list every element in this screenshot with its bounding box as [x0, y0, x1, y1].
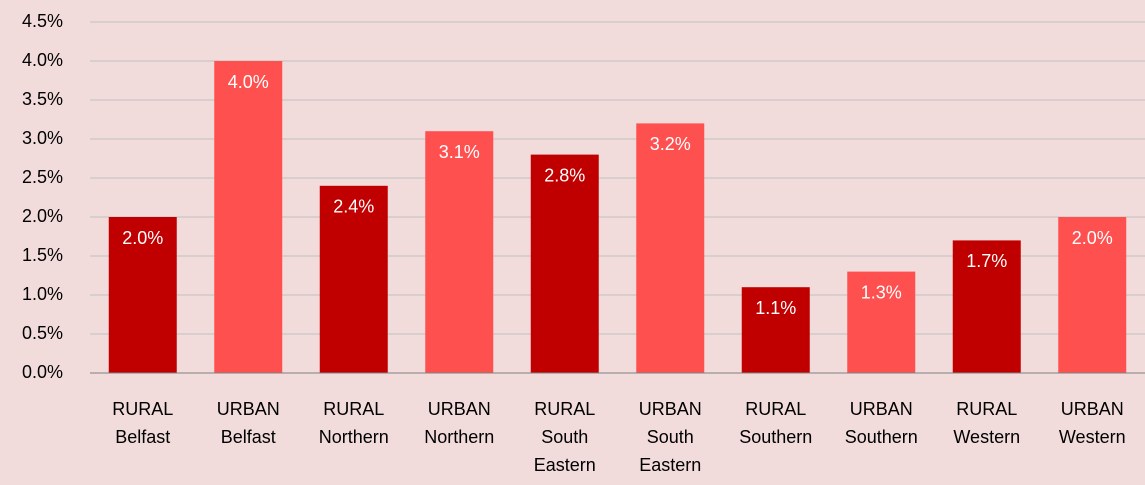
- x-tick-label: URBAN: [428, 399, 491, 419]
- y-tick-label: 3.0%: [22, 128, 63, 148]
- x-tick-label: RURAL: [745, 399, 806, 419]
- x-tick-label: Eastern: [639, 455, 701, 475]
- y-tick-label: 1.5%: [22, 245, 63, 265]
- bar: [425, 131, 494, 373]
- data-label: 3.1%: [439, 142, 480, 162]
- x-tick-label: URBAN: [217, 399, 280, 419]
- x-tick-label: Eastern: [534, 455, 596, 475]
- x-tick-label: RURAL: [112, 399, 173, 419]
- x-tick-label: RURAL: [534, 399, 595, 419]
- x-tick-label: Western: [953, 427, 1020, 447]
- data-label: 2.8%: [544, 165, 585, 185]
- bar: [952, 240, 1021, 373]
- x-tick-label: Southern: [739, 427, 812, 447]
- y-tick-label: 2.5%: [22, 167, 63, 187]
- bar: [847, 271, 916, 373]
- y-tick-label: 2.0%: [22, 206, 63, 226]
- data-label: 1.3%: [861, 282, 902, 302]
- x-tick-label: URBAN: [1061, 399, 1124, 419]
- data-label: 4.0%: [228, 72, 269, 92]
- bar: [530, 154, 599, 373]
- x-tick-label: RURAL: [956, 399, 1017, 419]
- x-tick-label: Northern: [424, 427, 494, 447]
- data-label: 3.2%: [650, 134, 691, 154]
- x-tick-label: South: [541, 427, 588, 447]
- x-tick-label: South: [647, 427, 694, 447]
- x-tick-label: Northern: [319, 427, 389, 447]
- x-tick-label: Western: [1059, 427, 1126, 447]
- bar: [636, 123, 705, 374]
- y-tick-label: 3.5%: [22, 89, 63, 109]
- y-tick-label: 1.0%: [22, 284, 63, 304]
- x-tick-label: URBAN: [850, 399, 913, 419]
- bar: [741, 287, 810, 373]
- bar: [1058, 217, 1127, 373]
- bar: [319, 185, 388, 373]
- y-tick-label: 0.5%: [22, 323, 63, 343]
- x-tick-label: Belfast: [221, 427, 276, 447]
- data-label: 1.1%: [755, 298, 796, 318]
- bar: [108, 217, 177, 373]
- x-tick-label: Belfast: [115, 427, 170, 447]
- y-tick-label: 4.0%: [22, 50, 63, 70]
- data-label: 1.7%: [966, 251, 1007, 271]
- bar: [214, 61, 283, 373]
- data-label: 2.0%: [1072, 228, 1113, 248]
- y-tick-label: 4.5%: [22, 11, 63, 31]
- y-tick-label: 0.0%: [22, 362, 63, 382]
- x-tick-label: RURAL: [323, 399, 384, 419]
- data-label: 2.4%: [333, 197, 374, 217]
- x-tick-label: Southern: [845, 427, 918, 447]
- data-label: 2.0%: [122, 228, 163, 248]
- x-tick-label: URBAN: [639, 399, 702, 419]
